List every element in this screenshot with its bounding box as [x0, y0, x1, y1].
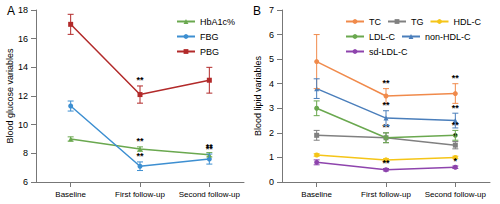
- svg-text:Second follow-up: Second follow-up: [179, 190, 241, 199]
- svg-text:**: **: [452, 103, 460, 113]
- svg-text:Baseline: Baseline: [55, 190, 86, 199]
- svg-text:2: 2: [269, 128, 274, 138]
- svg-text:Second follow-up: Second follow-up: [425, 190, 487, 199]
- svg-text:**: **: [382, 100, 390, 110]
- svg-text:Baseline: Baseline: [301, 190, 332, 199]
- svg-text:4: 4: [269, 79, 274, 89]
- svg-text:First follow-up: First follow-up: [115, 190, 165, 199]
- svg-text:1: 1: [269, 152, 274, 162]
- svg-text:7: 7: [269, 5, 274, 15]
- svg-text:**: **: [382, 158, 390, 168]
- svg-text:**: **: [136, 136, 144, 146]
- svg-text:LDL-C: LDL-C: [369, 32, 396, 42]
- svg-text:HDL-C: HDL-C: [453, 17, 481, 27]
- svg-text:PBG: PBG: [200, 47, 219, 57]
- svg-text:**: **: [382, 78, 390, 88]
- svg-text:10: 10: [18, 120, 28, 130]
- svg-text:5: 5: [269, 54, 274, 64]
- svg-text:TG: TG: [411, 17, 424, 27]
- svg-text:6: 6: [269, 30, 274, 40]
- svg-text:18: 18: [18, 5, 28, 15]
- svg-text:B: B: [253, 4, 261, 18]
- svg-text:A: A: [7, 4, 15, 18]
- svg-text:TC: TC: [369, 17, 381, 27]
- svg-text:Blood glucose variables: Blood glucose variables: [5, 48, 15, 144]
- svg-text:**: **: [136, 151, 144, 161]
- svg-text:3: 3: [269, 103, 274, 113]
- svg-text:16: 16: [18, 34, 28, 44]
- svg-text:6: 6: [23, 177, 28, 187]
- svg-text:sd-LDL-C: sd-LDL-C: [369, 47, 408, 57]
- svg-text:HbA1c%: HbA1c%: [200, 17, 235, 27]
- svg-text:**: **: [452, 73, 460, 83]
- svg-text:First follow-up: First follow-up: [361, 190, 411, 199]
- svg-text:14: 14: [18, 62, 28, 72]
- svg-text:8: 8: [23, 148, 28, 158]
- svg-text:**: **: [136, 75, 144, 85]
- svg-text:non-HDL-C: non-HDL-C: [425, 32, 471, 42]
- svg-text:*: *: [454, 131, 458, 141]
- svg-text:0: 0: [269, 177, 274, 187]
- svg-text:*: *: [454, 156, 458, 166]
- svg-text:**: **: [206, 144, 214, 154]
- svg-text:FBG: FBG: [200, 32, 219, 42]
- svg-text:12: 12: [18, 91, 28, 101]
- svg-text:Blood lipid variables: Blood lipid variables: [253, 55, 263, 136]
